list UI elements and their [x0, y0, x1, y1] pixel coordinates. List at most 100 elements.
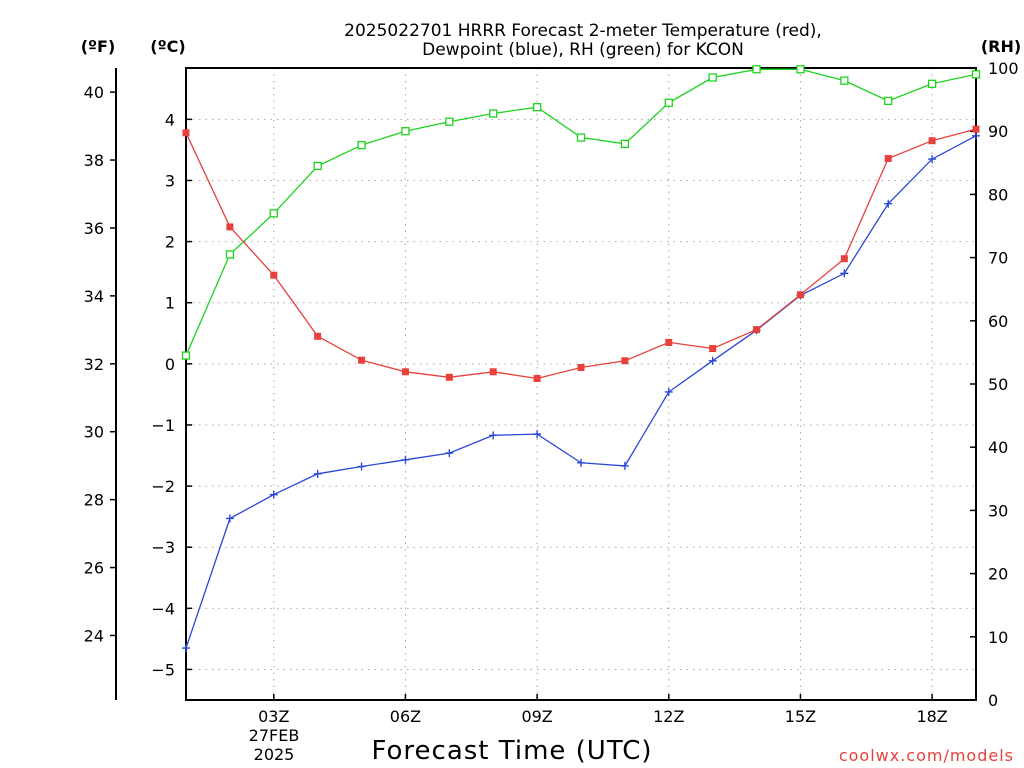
- rh-point: [664, 98, 673, 107]
- temperature-point: [533, 374, 541, 382]
- dewpoint-point: [225, 514, 234, 523]
- fahrenheit-tick-label: 40: [84, 83, 104, 102]
- celsius-unit-label: (ºC): [150, 37, 185, 56]
- chart-title-line-2: Dewpoint (blue), RH (green) for KCON: [422, 40, 744, 60]
- series-temperature: [182, 125, 980, 382]
- rh-tick-label: 50: [988, 375, 1008, 394]
- rh-point: [971, 70, 981, 79]
- rh-point: [576, 133, 586, 142]
- celsius-tick-label: −2: [151, 477, 175, 496]
- fahrenheit-tick-label: 24: [84, 626, 104, 645]
- celsius-tick-label: −3: [151, 538, 175, 557]
- temperature-point: [972, 125, 980, 133]
- fahrenheit-tick-label: 38: [84, 151, 104, 170]
- temperature-point: [489, 368, 497, 376]
- temperature-point: [665, 338, 673, 346]
- rh-point: [357, 140, 366, 150]
- rh-point: [532, 103, 542, 112]
- dewpoint-point: [182, 644, 190, 653]
- x-sublabel-date: 27FEB: [249, 726, 300, 745]
- rh-tick-label: 0: [988, 691, 998, 710]
- dewpoint-point: [401, 455, 410, 464]
- dewpoint-point: [357, 462, 366, 471]
- credit-link: coolwx.com/models: [839, 746, 1014, 765]
- celsius-tick-label: −1: [151, 416, 175, 435]
- temperature-point: [840, 255, 848, 263]
- rh-tick-label: 20: [988, 565, 1008, 584]
- dewpoint-point: [620, 461, 629, 470]
- fahrenheit-tick-label: 30: [84, 423, 104, 442]
- celsius-tick-label: 1: [165, 294, 175, 313]
- rh-tick-label: 60: [988, 312, 1008, 331]
- rh-point: [225, 250, 235, 259]
- dewpoint-point: [313, 469, 322, 478]
- fahrenheit-tick-label: 26: [84, 559, 104, 578]
- rh-point: [884, 96, 893, 106]
- rh-point: [313, 161, 322, 171]
- celsius-tick-label: −5: [151, 660, 175, 679]
- temperature-point: [270, 271, 278, 279]
- fahrenheit-tick-label: 34: [84, 287, 104, 306]
- x-tick-label: 06Z: [390, 707, 421, 726]
- rh-point: [269, 209, 278, 218]
- grid-lines: [186, 68, 976, 700]
- dewpoint-point: [664, 387, 673, 396]
- temperature-point: [796, 291, 804, 299]
- dewpoint-point: [269, 490, 278, 499]
- dewpoint-line: [185, 135, 977, 649]
- x-axis-title: Forecast Time (UTC): [371, 736, 652, 766]
- fahrenheit-tick-label: 36: [84, 219, 104, 238]
- rh-point: [445, 117, 454, 126]
- temperature-line: [185, 128, 977, 380]
- rh-point: [927, 79, 937, 88]
- series-rh: [181, 65, 981, 360]
- x-tick-label: 09Z: [521, 707, 552, 726]
- celsius-tick-label: 3: [165, 171, 175, 190]
- temperature-point: [928, 137, 936, 145]
- dewpoint-point: [884, 199, 893, 208]
- x-sublabel-year: 2025: [254, 745, 295, 764]
- dewpoint-point: [928, 155, 937, 164]
- dewpoint-point: [533, 430, 542, 439]
- temperature-point: [884, 154, 892, 162]
- temperature-point: [577, 363, 585, 371]
- fahrenheit-tick-label: 28: [84, 491, 104, 510]
- fahrenheit-tick-label: 32: [84, 355, 104, 374]
- rh-point: [620, 139, 630, 148]
- x-tick-label: 18Z: [916, 707, 947, 726]
- rh-point: [181, 351, 191, 360]
- x-tick-label: 15Z: [785, 707, 816, 726]
- rh-point: [708, 73, 717, 82]
- x-tick-label: 12Z: [653, 707, 684, 726]
- celsius-tick-label: −4: [151, 599, 175, 618]
- series-dewpoint: [182, 131, 980, 653]
- rh-unit-label: (RH): [981, 37, 1021, 56]
- temperature-point: [445, 373, 453, 381]
- celsius-tick-label: 4: [165, 110, 175, 129]
- celsius-tick-label: 2: [165, 233, 175, 252]
- rh-line: [185, 68, 977, 356]
- rh-tick-label: 80: [988, 185, 1008, 204]
- fahrenheit-unit-label: (ºF): [81, 37, 116, 56]
- dewpoint-point: [445, 449, 454, 458]
- rh-tick-label: 10: [988, 628, 1008, 647]
- dewpoint-point: [972, 131, 980, 140]
- rh-point: [752, 65, 761, 74]
- temperature-point: [621, 357, 629, 365]
- x-tick-label: 03Z: [258, 707, 289, 726]
- temperature-point: [182, 129, 190, 137]
- dewpoint-point: [840, 269, 849, 278]
- temperature-point: [358, 356, 366, 364]
- rh-tick-label: 30: [988, 501, 1008, 520]
- temperature-point: [709, 345, 717, 353]
- rh-point: [840, 76, 849, 85]
- temperature-point: [226, 223, 234, 231]
- dewpoint-point: [708, 356, 717, 365]
- tick-labels: −5−4−3−2−1012342426283032343638400102030…: [84, 59, 1019, 726]
- temperature-point: [401, 368, 409, 376]
- data-series: [181, 65, 981, 653]
- rh-tick-label: 100: [988, 59, 1019, 78]
- rh-point: [796, 65, 805, 74]
- plot-frame: [185, 67, 977, 701]
